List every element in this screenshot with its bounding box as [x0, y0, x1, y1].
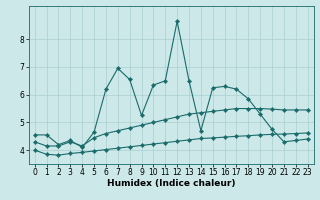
- X-axis label: Humidex (Indice chaleur): Humidex (Indice chaleur): [107, 179, 236, 188]
